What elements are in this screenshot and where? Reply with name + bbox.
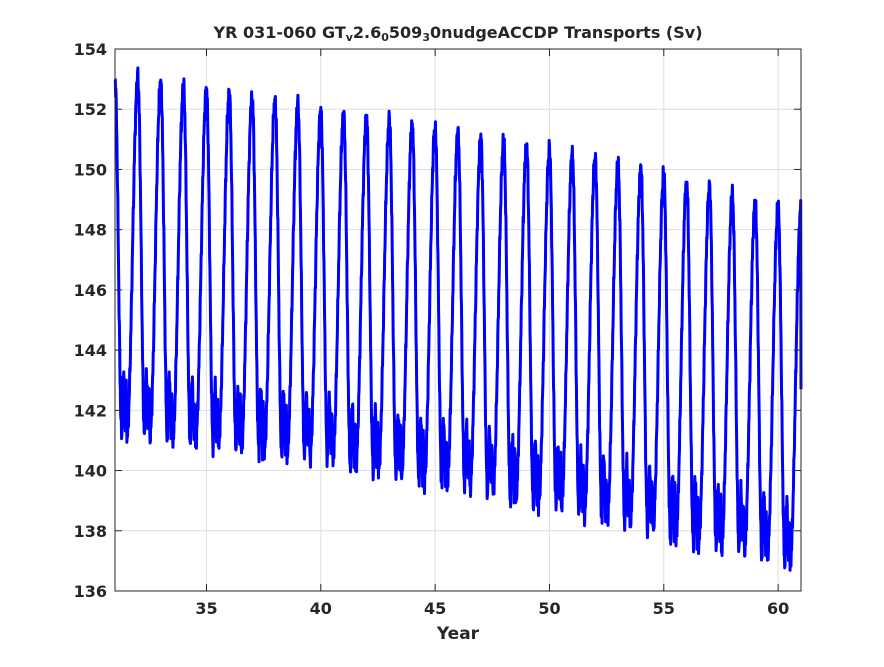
y-tick-label: 152 (74, 100, 107, 119)
y-tick-label: 146 (74, 281, 107, 300)
x-tick-label: 40 (310, 599, 332, 618)
tick-labels: 35 40 45 50 55 60 136 138 140 142 144 146 148 150 152 1… (74, 40, 790, 618)
x-tick-label: 60 (767, 599, 789, 618)
series-line-0 (113, 66, 803, 572)
chart-title: YR 031-060 GTv2.6050930nudgeACCDP Transp… (212, 23, 702, 44)
y-tick-label: 140 (74, 462, 107, 481)
x-tick-label: 45 (424, 599, 446, 618)
y-tick-label: 154 (74, 40, 107, 59)
tick-marks (115, 48, 801, 592)
x-tick-label: 55 (653, 599, 675, 618)
y-tick-label: 138 (74, 522, 107, 541)
x-tick-label: 35 (195, 599, 217, 618)
y-tick-label: 142 (74, 401, 107, 420)
y-tick-label: 150 (74, 160, 107, 179)
y-tick-label: 148 (74, 221, 107, 240)
series-layer (113, 66, 803, 572)
y-tick-label: 136 (74, 582, 107, 601)
x-tick-label: 50 (538, 599, 560, 618)
plot-frame (114, 48, 802, 592)
x-axis-label: Year (436, 624, 480, 644)
y-tick-label: 144 (74, 341, 107, 360)
